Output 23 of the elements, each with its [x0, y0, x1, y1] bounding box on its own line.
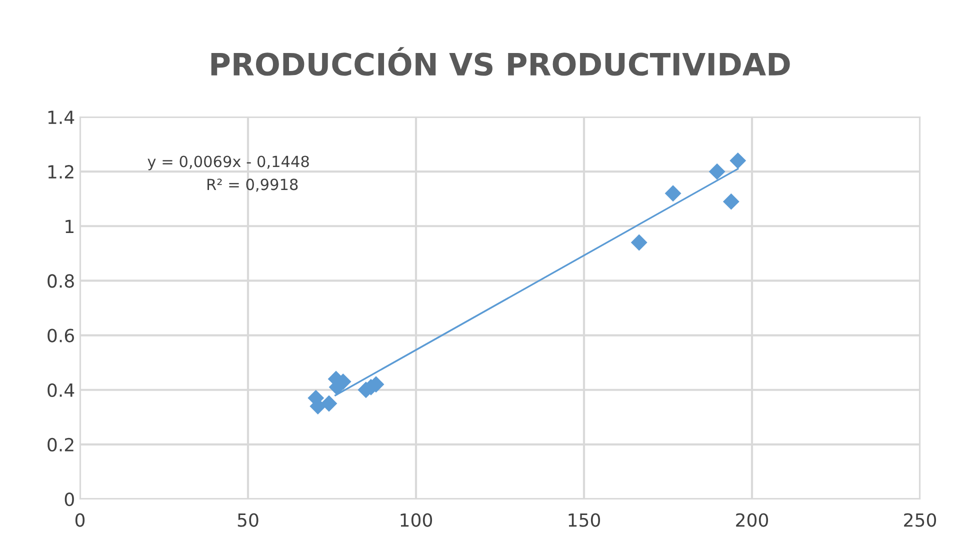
y-tick-label: 0.2 [48, 438, 74, 452]
x-tick-label: 200 [736, 513, 768, 527]
y-tick-label: 1.4 [48, 110, 74, 124]
y-tick-label: 1 [66, 220, 74, 234]
y-tick-label: 0.8 [48, 274, 74, 288]
x-tick-label: 0 [75, 513, 85, 527]
annotation: R² = 0,9918 [208, 178, 298, 192]
point [722, 193, 740, 210]
point [320, 395, 338, 412]
y-tick-label: 0.4 [48, 383, 74, 397]
x-tick-label: 150 [568, 513, 600, 527]
point [630, 234, 648, 251]
annotation: y = 0,0069x - 0,1448 [148, 156, 309, 170]
y-tick-label: 0.6 [48, 328, 74, 342]
point [730, 152, 746, 169]
x-tick-label: 100 [400, 513, 432, 527]
chart-title: PRODUCCIÓN VS PRODUCTIVIDAD [211, 47, 790, 76]
point [708, 163, 726, 180]
x-tick-label: 250 [904, 513, 936, 527]
y-tick-label: 0 [64, 492, 74, 506]
x-tick-label: 50 [238, 513, 258, 527]
y-tick-label: 1.2 [48, 165, 74, 178]
point [664, 185, 682, 202]
